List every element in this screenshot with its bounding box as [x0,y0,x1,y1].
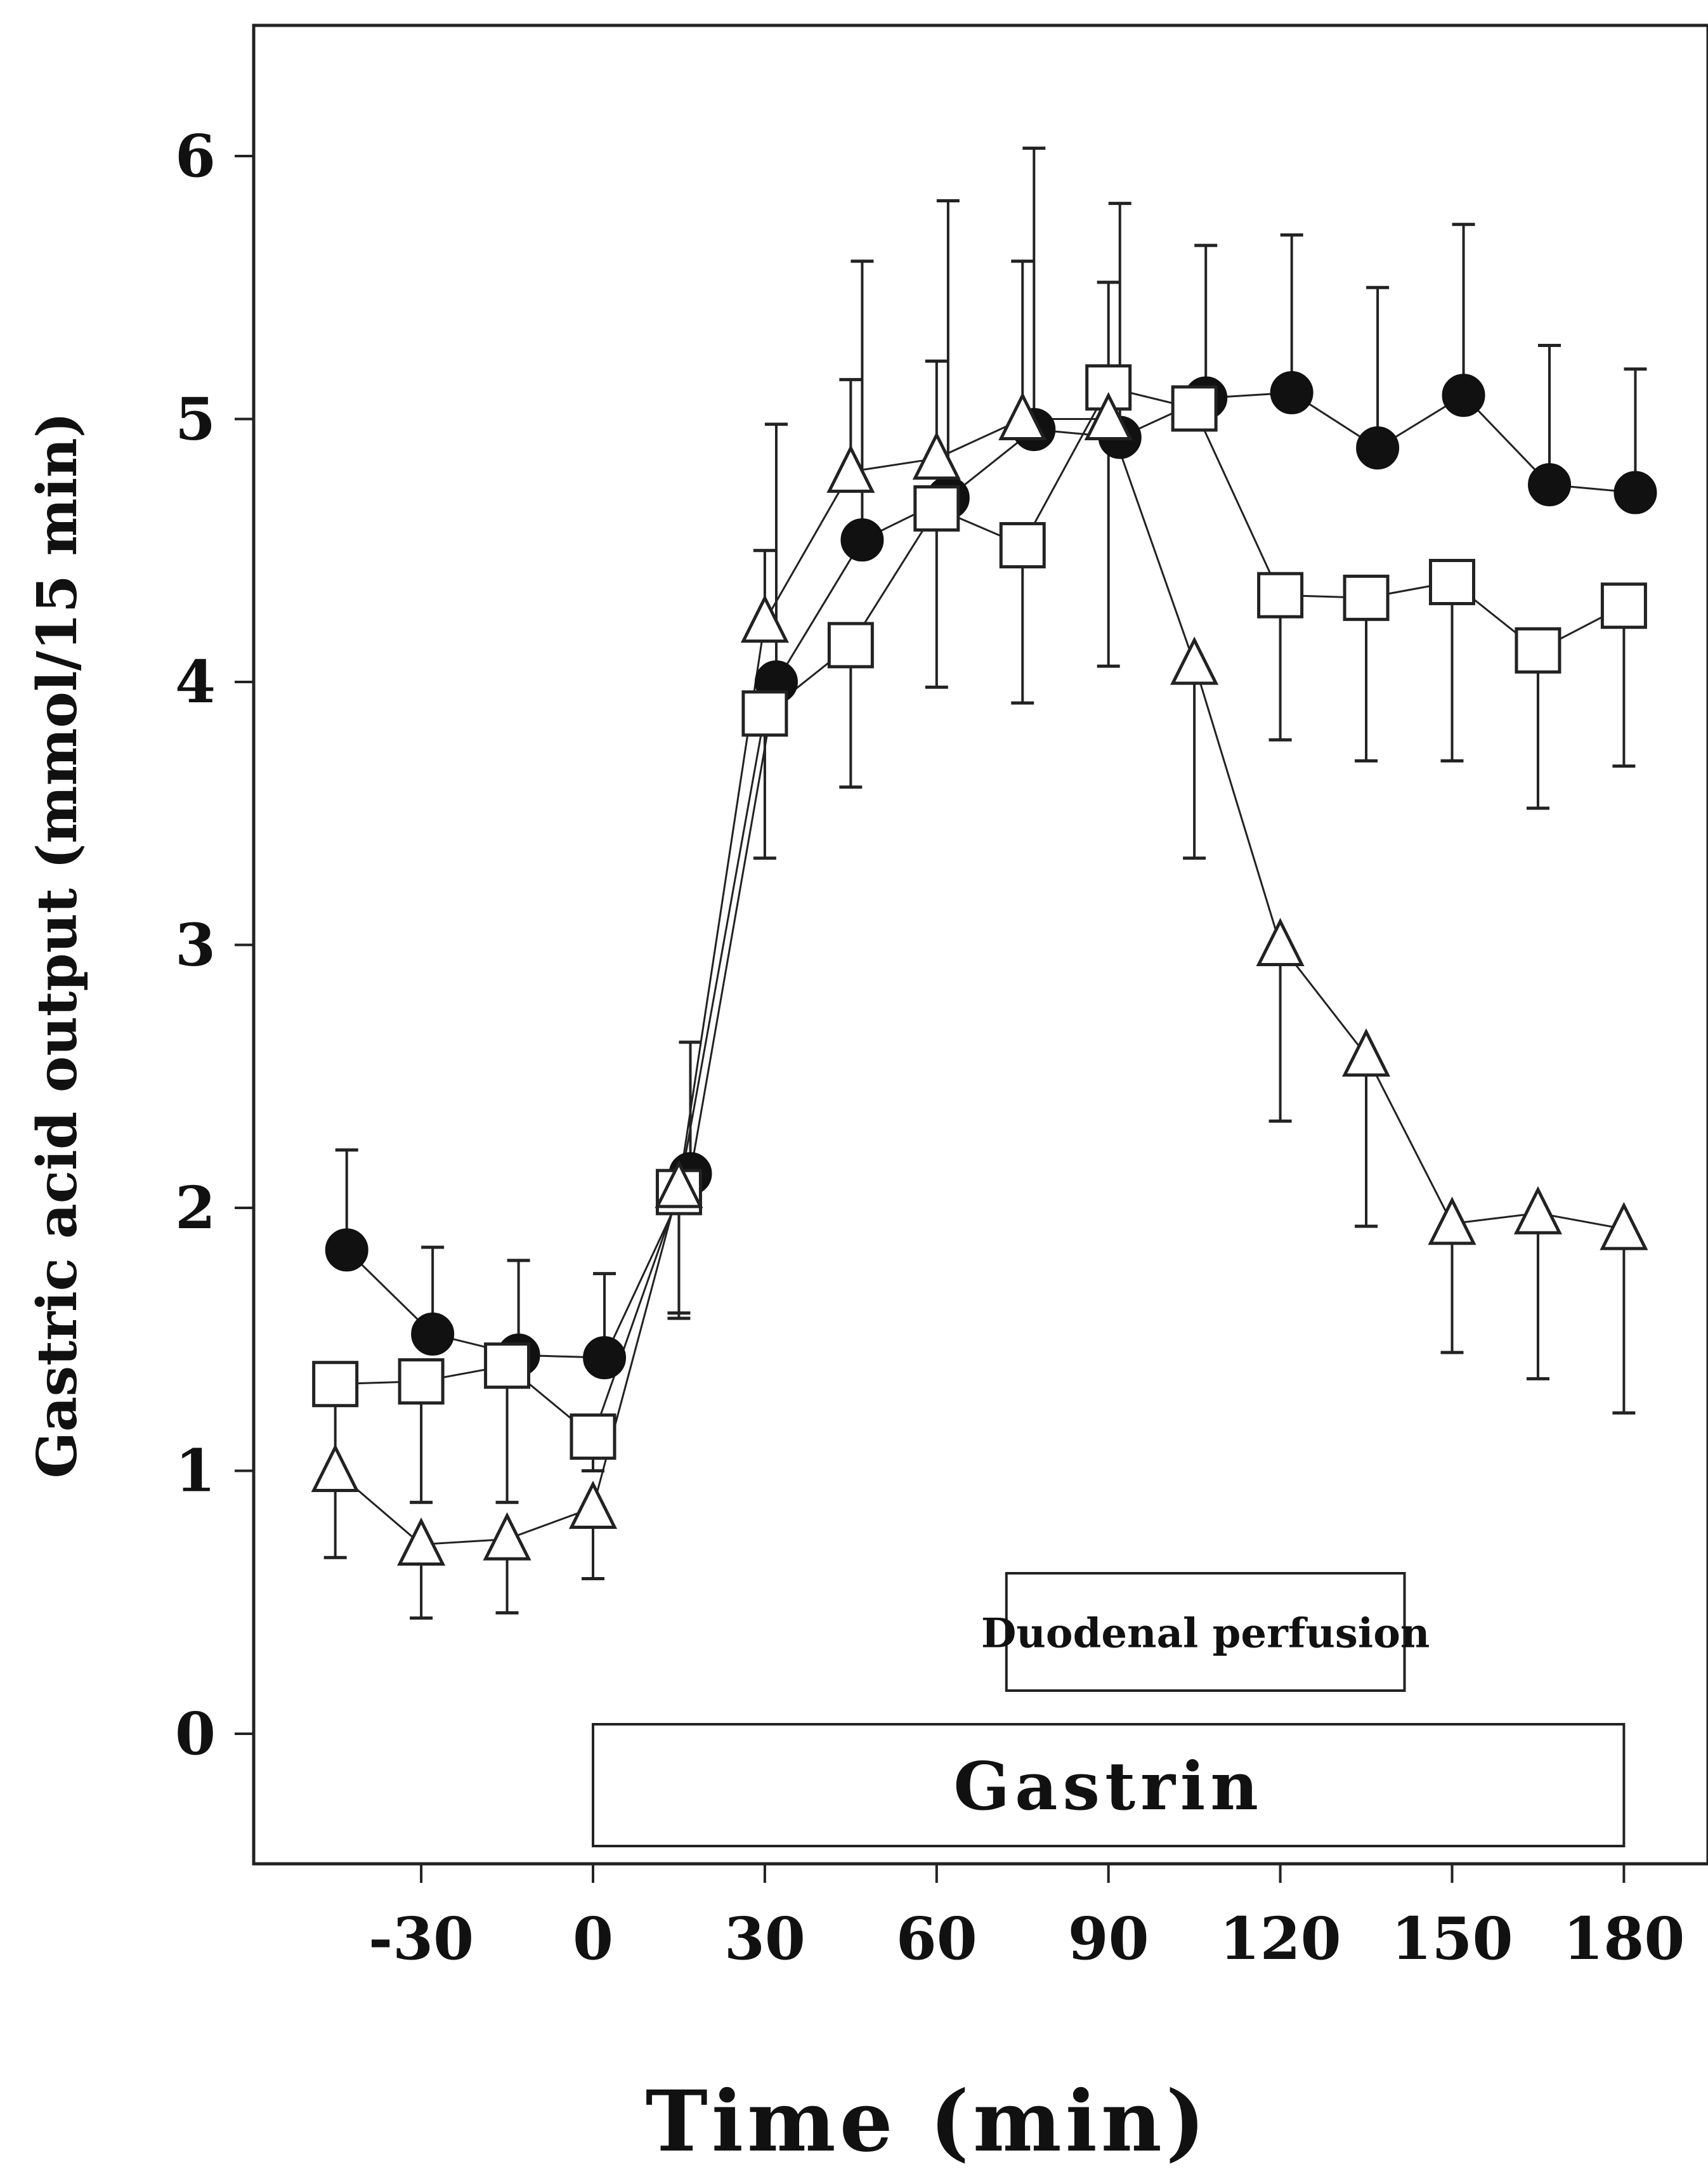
series-line-segment [677,713,766,1193]
open-triangle-marker [826,444,875,493]
y-tick-label: 0 [175,1700,216,1768]
open-triangle-marker [1084,391,1133,440]
open-triangle-marker [1342,1028,1391,1077]
x-tick-label: 60 [896,1904,977,1973]
x-tick-label: 120 [1220,1904,1341,1973]
series-line-segment [775,539,863,683]
open-square-marker [1171,385,1218,432]
x-tick-label: 180 [1563,1904,1685,1973]
y-axis-label: Gastric acid output (mmol/15 min) [25,412,89,1479]
open-square-marker [999,521,1046,568]
series-line-segment [1107,419,1196,664]
series-line-segment [764,471,852,622]
open-triangle-marker [740,594,789,643]
open-square-marker [1515,627,1561,674]
filled-circle-marker [1356,426,1400,470]
open-square-marker [741,690,788,737]
y-tick-label: 6 [175,122,216,190]
open-triangle-marker [1170,636,1219,685]
y-tick-label: 1 [175,1437,216,1505]
filled-circle-marker [583,1336,627,1380]
x-tick-label: -30 [368,1904,474,1973]
open-square-marker [827,622,874,669]
open-triangle-marker [655,1160,703,1208]
series-line-segment [689,681,778,1174]
y-tick-label: 4 [175,648,216,716]
y-tick-label: 2 [175,1174,216,1242]
x-tick-label: 150 [1391,1904,1513,1973]
series-line-segment [421,1538,507,1546]
open-triangle-marker [1428,1196,1477,1245]
filled-circle-marker [1442,374,1485,417]
x-tick-label: 0 [573,1904,613,1973]
series-line-segment [592,1191,680,1438]
open-square-marker [913,485,960,532]
x-axis-label: Time (min) [646,2073,1209,2171]
x-tick-label: 30 [724,1904,805,1973]
open-square-marker [1429,558,1475,605]
open-square-marker [1085,364,1132,411]
filled-circle-marker [1528,463,1572,507]
gastrin-label: Gastrin [953,1747,1263,1825]
open-triangle-marker [568,1480,618,1529]
filled-circle-marker [411,1312,455,1356]
open-square-marker [484,1342,531,1389]
gastrin-box [592,1723,1626,1847]
open-triangle-marker [311,1443,360,1492]
y-tick-label: 3 [175,911,216,979]
filled-circle-marker [1270,371,1314,415]
duodenal-perfusion-label: Duodenal perfusion [981,1610,1430,1658]
open-square-marker [1257,572,1304,619]
open-triangle-marker [1256,917,1305,966]
series-line-segment [1365,1054,1453,1224]
open-square-marker [312,1361,359,1408]
series-line-segment [1193,663,1282,945]
open-triangle-marker [1513,1186,1562,1235]
y-tick-label: 5 [175,385,216,454]
series-line-segment [1193,408,1281,596]
open-square-marker [1600,582,1647,629]
duodenal-perfusion-box [1005,1572,1406,1692]
open-triangle-marker [483,1512,531,1561]
filled-circle-marker [840,518,884,562]
open-triangle-marker [912,431,961,480]
open-square-marker [1343,574,1390,621]
series-line-segment [1021,387,1110,546]
open-square-marker [398,1358,445,1405]
open-square-marker [570,1413,616,1460]
plot-frame [252,23,1708,1866]
filled-circle-marker [1613,471,1657,514]
open-triangle-marker [998,391,1047,440]
open-triangle-marker [1600,1202,1648,1250]
filled-circle-marker [325,1228,368,1272]
x-tick-label: 90 [1068,1904,1149,1973]
open-triangle-marker [397,1517,446,1566]
